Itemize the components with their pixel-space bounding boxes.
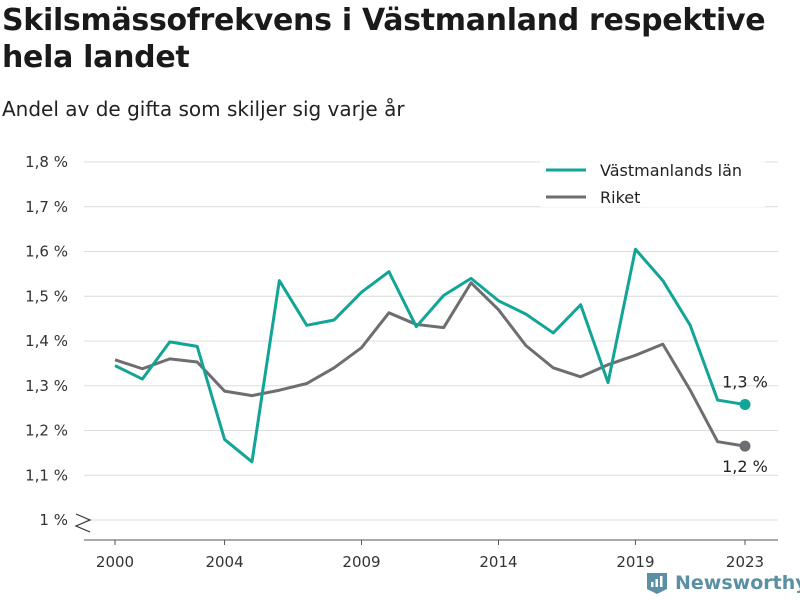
y-tick-label: 1,6 %: [25, 243, 68, 261]
y-tick-label: 1,7 %: [25, 198, 68, 216]
y-tick-label: 1,2 %: [25, 422, 68, 440]
y-tick-label: 1,4 %: [25, 332, 68, 350]
series-line: [114, 281, 746, 448]
y-tick-label: 1,1 %: [25, 466, 68, 484]
x-tick-label: 2023: [726, 553, 764, 571]
x-tick-label: 2014: [479, 553, 517, 571]
axis-break-icon: [74, 513, 92, 533]
x-tick-label: 2009: [342, 553, 380, 571]
y-tick-label: 1,8 %: [25, 153, 68, 171]
x-tick-label: 2019: [616, 553, 654, 571]
series-end-label: 1,3 %: [722, 373, 768, 392]
y-tick-label: 1,5 %: [25, 287, 68, 305]
x-tick-label: 2000: [96, 553, 134, 571]
series-end-point: [739, 399, 751, 411]
series-line: [114, 247, 746, 464]
series-end-point: [739, 440, 751, 452]
brand-name: Newsworthy: [675, 572, 800, 594]
newsworthy-logo-icon: [647, 573, 667, 594]
x-tick-label: 2004: [205, 553, 243, 571]
legend-label: Västmanlands län: [600, 161, 742, 180]
newsworthy-logo: Newsworthy: [645, 571, 800, 595]
chart-title: Skilsmässofrekvens i Västmanland respekt…: [2, 3, 766, 75]
y-tick-label: 1 %: [39, 511, 68, 529]
y-tick-label: 1,3 %: [25, 377, 68, 395]
series-end-label: 1,2 %: [722, 457, 768, 476]
chart-subtitle: Andel av de gifta som skiljer sig varje …: [2, 97, 405, 121]
legend-label: Riket: [600, 188, 640, 207]
